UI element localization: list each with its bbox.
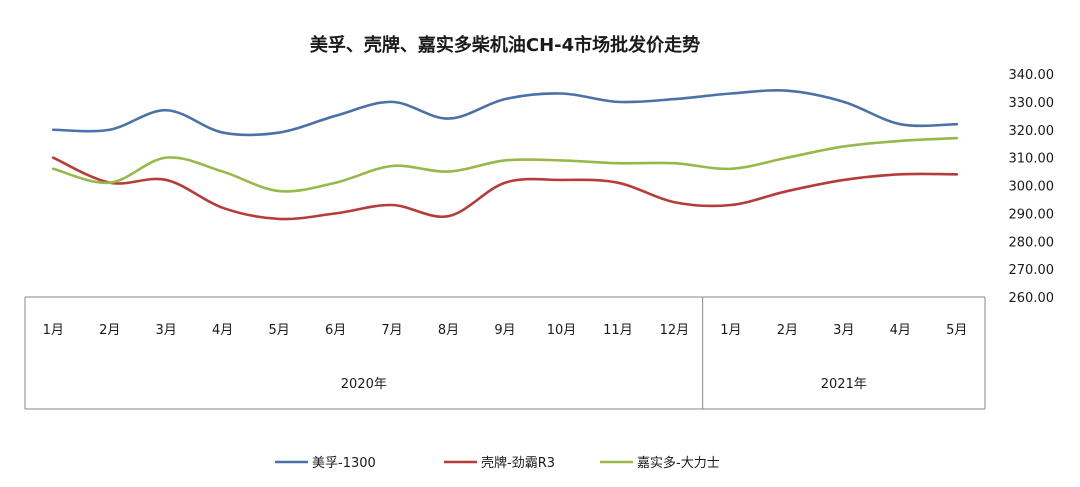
- series-line-1: [51, 89, 959, 137]
- y-tick-label: 260.00: [1009, 291, 1055, 306]
- y-tick-label: 330.00: [1009, 96, 1055, 111]
- y-axis-ticks: 340.00 330.00 320.00 310.00 300.00 290.00 280.…: [1009, 68, 1055, 306]
- x-tick-label: 2月: [777, 323, 798, 338]
- series-line-2: [51, 156, 959, 221]
- x-tick-label: 12月: [660, 323, 690, 338]
- y-tick-label: 340.00: [1009, 68, 1055, 83]
- legend: 美孚-1300 壳牌-劲霸R3 嘉实多-大力士: [275, 455, 720, 471]
- x-tick-label: 1月: [720, 323, 741, 338]
- year-label: 2020年: [341, 377, 387, 392]
- x-tick-label: 5月: [268, 323, 289, 338]
- x-tick-label: 4月: [890, 323, 911, 338]
- x-tick-label: 11月: [603, 323, 633, 338]
- x-tick-label: 3月: [156, 323, 177, 338]
- y-tick-label: 310.00: [1009, 152, 1055, 167]
- x-axis-table: 1月 2月 3月 4月 5月 6月 7月 8月 9月 10月 11月 12月 1月 2月 3月 4月 5月 202…: [24, 296, 986, 410]
- x-tick-label: 4月: [212, 323, 233, 338]
- legend-label: 嘉实多-大力士: [637, 455, 720, 471]
- chart-title: 美孚、壳牌、嘉实多柴机油CH-4市场批发价走势: [310, 34, 700, 56]
- x-tick-label: 10月: [547, 323, 577, 338]
- y-tick-label: 320.00: [1009, 124, 1055, 139]
- y-tick-label: 270.00: [1009, 263, 1055, 278]
- series-layer: [51, 89, 959, 221]
- legend-label: 美孚-1300: [312, 456, 376, 471]
- x-tick-label: 5月: [946, 323, 967, 338]
- y-tick-label: 290.00: [1009, 207, 1055, 222]
- x-tick-label: 9月: [494, 323, 515, 338]
- year-label: 2021年: [821, 377, 867, 392]
- x-tick-label: 1月: [43, 323, 64, 338]
- y-tick-label: 280.00: [1009, 235, 1055, 250]
- x-tick-label: 8月: [438, 323, 459, 338]
- y-tick-label: 300.00: [1009, 180, 1055, 195]
- x-tick-label: 7月: [381, 323, 402, 338]
- x-tick-label: 3月: [833, 323, 854, 338]
- series-line-3: [51, 136, 959, 193]
- x-tick-label: 2月: [99, 323, 120, 338]
- x-tick-label: 6月: [325, 323, 346, 338]
- legend-label: 壳牌-劲霸R3: [481, 455, 555, 471]
